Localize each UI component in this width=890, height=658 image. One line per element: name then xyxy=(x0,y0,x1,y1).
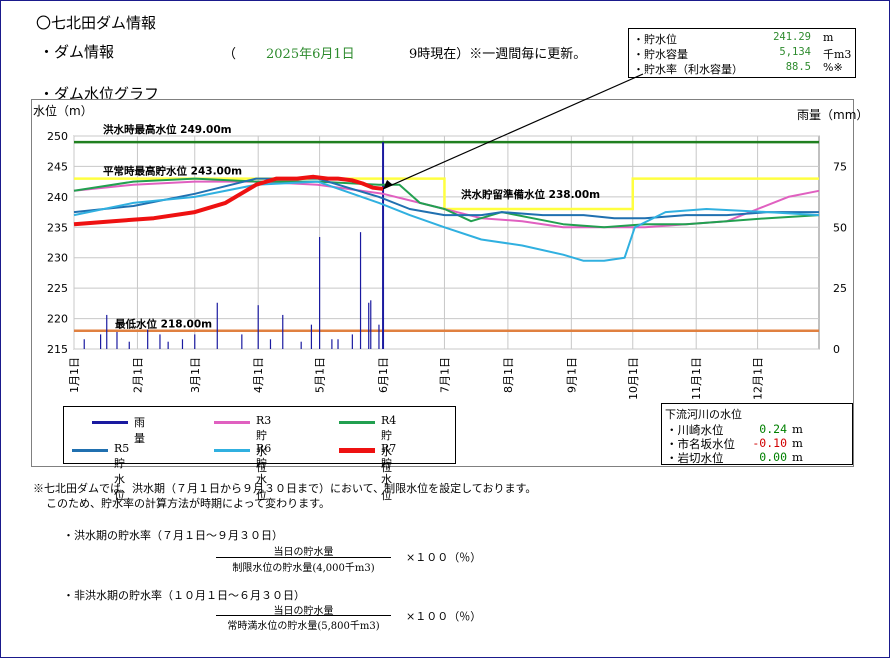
dam-summary-box: ・貯水位 241.29 m ・貯水容量 5,134 千m3 ・貯水率（利水容量）… xyxy=(628,28,856,78)
river-unit: m xyxy=(792,422,803,436)
nonflood-rate-multiplier: ×１００（％） xyxy=(406,610,482,623)
series-line-R7貯水位 xyxy=(73,174,384,227)
x-tick-label: 3月1日 xyxy=(189,357,202,393)
ref-label-normal-max: 平常時最高貯水位 243.00m xyxy=(103,165,242,178)
ref-label-flood-prep: 洪水貯留準備水位 238.00m xyxy=(461,188,600,201)
callout-arrowhead xyxy=(383,179,394,189)
river-unit: m xyxy=(792,436,803,450)
paren-open: （ xyxy=(223,47,237,62)
flood-rate-multiplier: ×１００（％） xyxy=(406,551,482,564)
y-tick-label: 215 xyxy=(47,343,68,356)
legend-label: R4貯水位 xyxy=(381,414,397,474)
x-tick-label: 5月1日 xyxy=(314,357,327,393)
legend-label: 雨 量 xyxy=(134,416,156,445)
y2-tick-label: 50 xyxy=(833,221,847,234)
y2-tick-label: 25 xyxy=(833,282,847,295)
x-tick-label: 1月1日 xyxy=(68,357,81,393)
x-tick-label: 2月1日 xyxy=(131,357,144,393)
series-line-R4貯水位 xyxy=(73,177,820,229)
summary-row-volume: ・貯水容量 5,134 千m3 xyxy=(633,46,853,61)
ref-label-min: 最低水位 218.00m xyxy=(115,318,212,331)
x-tick-label: 9月1日 xyxy=(565,357,578,393)
legend-label: R6貯水位 xyxy=(256,442,272,502)
river-title: 下流河川の水位 xyxy=(665,408,742,421)
y-tick-label: 245 xyxy=(47,160,68,173)
flood-rate-numerator: 当日の貯水量 xyxy=(273,547,334,558)
nonflood-rate-fraction-bar xyxy=(216,615,391,616)
legend-label: R7貯水位 xyxy=(381,442,397,502)
river-value-ichinasaka: -0.10 xyxy=(752,436,787,450)
summary-row-rate: ・貯水率（利水容量） 88.5 %※ xyxy=(633,61,853,76)
nonflood-rate-title: ・非洪水期の貯水率（１０月１日～６月３０日） xyxy=(63,589,305,602)
callout-arrow xyxy=(382,73,644,190)
summary-unit: m xyxy=(823,31,834,44)
x-tick-label: 10月1日 xyxy=(627,357,640,400)
legend-label: R5貯水位 xyxy=(114,442,130,502)
summary-unit: 千m3 xyxy=(823,48,852,61)
flood-rate-denominator: 制限水位の貯水量(4,000千m3) xyxy=(232,563,375,574)
summary-value: 5,134 xyxy=(779,46,811,58)
summary-label: ・貯水率（利水容量） xyxy=(633,63,743,76)
section-info-title: ・ダム情報 xyxy=(39,43,115,61)
legend-swatch xyxy=(214,421,250,424)
river-row-iwakiri: ・岩切水位 xyxy=(666,450,724,466)
y-tick-label: 250 xyxy=(47,130,68,143)
section-graph-title: ・ダム水位グラフ xyxy=(39,85,160,103)
ref-label-flood-max: 洪水時最高水位 249.00m xyxy=(103,123,232,136)
river-row-kawasaki: ・川崎水位 xyxy=(666,422,724,438)
report-date: 2025年6月1日 xyxy=(266,47,355,62)
y-tick-label: 230 xyxy=(47,252,68,265)
y-axis-label: 水位（m） xyxy=(33,103,93,118)
page-title: 〇七北田ダム情報 xyxy=(36,14,157,32)
summary-unit: %※ xyxy=(823,61,843,74)
chart-legend: 雨 量 R3貯水位 R4貯水位 R5貯水位 R6貯水位 R7貯水位 xyxy=(63,406,456,502)
x-tick-label: 7月1日 xyxy=(438,357,451,393)
summary-label: ・貯水位 xyxy=(633,33,677,46)
summary-row-level: ・貯水位 241.29 m xyxy=(633,31,853,46)
y2-axis-label: 雨量（mm） xyxy=(797,108,868,122)
flood-rate-fraction-bar xyxy=(216,557,391,558)
y2-tick-label: 0 xyxy=(833,343,840,356)
legend-swatch xyxy=(72,449,108,452)
river-label: ・岩切水位 xyxy=(666,451,724,465)
y2-tick-label: 75 xyxy=(833,160,847,173)
river-value-iwakiri: 0.00 xyxy=(759,450,787,464)
summary-value: 241.29 xyxy=(773,31,811,43)
y-tick-label: 225 xyxy=(47,282,68,295)
nonflood-rate-numerator: 当日の貯水量 xyxy=(273,606,334,617)
nonflood-rate-denominator: 常時満水位の貯水量(5,800千m3) xyxy=(227,621,380,632)
x-tick-label: 8月1日 xyxy=(502,357,515,393)
river-value-kawasaki: 0.24 xyxy=(759,422,787,436)
y-tick-label: 235 xyxy=(47,221,68,234)
legend-label: R3貯水位 xyxy=(256,414,272,474)
flood-rate-title: ・洪水期の貯水率（７月１日～９月３０日） xyxy=(63,529,283,542)
y-tick-label: 240 xyxy=(47,191,68,204)
river-row-ichinasaka: ・市名坂水位 xyxy=(666,436,735,452)
legend-swatch xyxy=(214,449,250,452)
x-tick-label: 4月1日 xyxy=(252,357,265,393)
summary-label: ・貯水容量 xyxy=(633,48,688,61)
note-line-1: ※七北田ダムでは、洪水期（７月１日から９月３０日まで）において、制限水位を設定し… xyxy=(33,482,537,495)
report-time: 9時現在）※一週間毎に更新。 xyxy=(409,47,587,62)
river-label: ・市名坂水位 xyxy=(666,437,735,451)
legend-swatch xyxy=(339,448,375,453)
river-label: ・川崎水位 xyxy=(666,423,724,437)
note-line-2: このため、貯水率の計算方法が時期によって変わります。 xyxy=(46,497,331,510)
x-tick-label: 6月1日 xyxy=(377,357,390,393)
river-unit: m xyxy=(792,450,803,464)
summary-value: 88.5 xyxy=(785,61,811,73)
legend-swatch xyxy=(92,421,128,424)
river-level-box: 下流河川の水位 ・川崎水位 0.24 m ・市名坂水位 -0.10 m ・岩切水… xyxy=(661,403,853,465)
x-tick-label: 12月1日 xyxy=(752,357,765,400)
legend-swatch xyxy=(339,421,375,424)
x-tick-label: 11月1日 xyxy=(690,357,703,400)
y-tick-label: 220 xyxy=(47,313,68,326)
plot-area xyxy=(73,135,820,350)
series-line-R5貯水位 xyxy=(73,177,819,220)
